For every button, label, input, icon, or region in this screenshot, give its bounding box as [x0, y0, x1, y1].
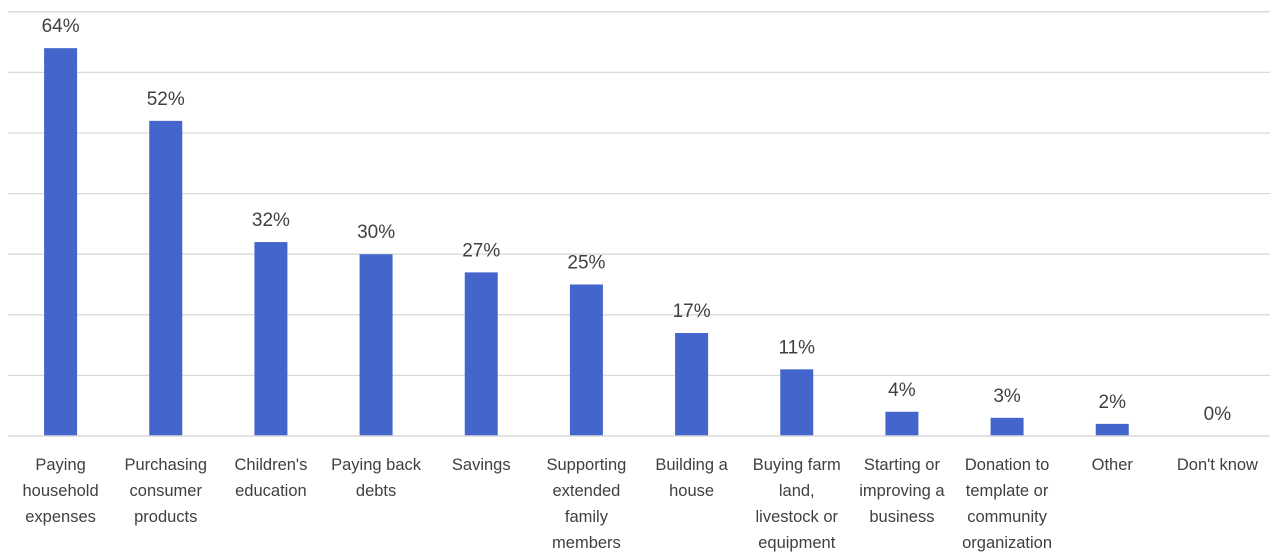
category-label-0: Paying household expenses	[23, 456, 99, 526]
bar-7	[780, 369, 814, 436]
category-label-line: Building a	[655, 456, 728, 474]
category-label-line: business	[869, 508, 934, 526]
bar-0	[44, 48, 78, 436]
category-label-line: family	[565, 508, 609, 526]
category-label-line: Donation to	[965, 456, 1049, 474]
data-label-7: 11%	[778, 337, 815, 358]
gridlines	[8, 11, 1270, 377]
category-label-line: Starting or	[864, 456, 941, 474]
category-label-5: Supporting extended family members	[547, 456, 627, 552]
category-label-line: Purchasing	[124, 456, 207, 474]
category-label-3: Paying back debts	[331, 456, 422, 500]
category-label-6: Building a house	[655, 456, 728, 500]
bar-10	[1095, 423, 1129, 436]
category-label-line: consumer	[130, 482, 203, 500]
category-label-line: Other	[1092, 456, 1134, 474]
category-label-line: Children's	[234, 456, 307, 474]
category-label-8: Starting or improving a business	[859, 456, 945, 526]
data-label-1: 52%	[147, 89, 185, 110]
category-labels: Paying household expenses Purchasing consume…	[23, 456, 1259, 552]
data-label-2: 32%	[252, 210, 290, 231]
category-label-line: template or	[966, 482, 1049, 500]
data-label-3: 30%	[357, 222, 395, 243]
category-label-line: Savings	[452, 456, 511, 474]
category-label-line: Paying back	[331, 456, 422, 474]
category-label-line: members	[552, 534, 621, 552]
bar-9	[990, 417, 1024, 436]
bar-4	[464, 272, 498, 436]
category-label-line: community	[967, 508, 1048, 526]
category-label-line: land,	[779, 482, 815, 500]
category-label-line: expenses	[25, 508, 96, 526]
bar-6	[675, 332, 709, 436]
category-label-line: equipment	[758, 534, 835, 552]
category-label-11: Don't know	[1177, 456, 1258, 474]
bar-3	[359, 254, 393, 436]
data-label-10: 2%	[1099, 392, 1127, 413]
category-label-2: Children's education	[234, 456, 307, 500]
bars	[44, 48, 1129, 436]
category-label-line: products	[134, 508, 197, 526]
category-label-line: organization	[962, 534, 1052, 552]
data-label-4: 27%	[462, 240, 500, 261]
category-label-line: education	[235, 482, 307, 500]
category-label-line: Don't know	[1177, 456, 1258, 474]
category-label-line: extended	[552, 482, 620, 500]
data-label-9: 3%	[993, 386, 1021, 407]
data-label-5: 25%	[567, 253, 605, 274]
data-label-0: 64%	[42, 16, 80, 37]
data-label-6: 17%	[673, 301, 711, 322]
category-label-line: livestock or	[755, 508, 838, 526]
bar-8	[885, 411, 919, 436]
category-label-10: Other	[1092, 456, 1134, 474]
category-label-line: Supporting	[547, 456, 627, 474]
bar-2	[254, 242, 288, 436]
category-label-line: improving a	[859, 482, 945, 500]
bar-5	[569, 284, 603, 436]
category-label-line: Buying farm	[753, 456, 841, 474]
data-labels: 64% 52% 32% 30% 27% 25% 17% 11% 4% 3% 2% 0%	[42, 16, 1232, 425]
category-label-4: Savings	[452, 456, 511, 474]
category-label-1: Purchasing consumer products	[124, 456, 207, 526]
category-label-line: Paying	[35, 456, 85, 474]
category-label-line: house	[669, 482, 714, 500]
category-label-line: household	[23, 482, 99, 500]
bar-1	[149, 120, 183, 436]
data-label-8: 4%	[888, 380, 916, 401]
category-label-line: debts	[356, 482, 396, 500]
data-label-11: 0%	[1204, 404, 1232, 425]
category-label-7: Buying farm land, livestock or equipment	[753, 456, 841, 552]
category-label-9: Donation to template or community organizat…	[962, 456, 1052, 552]
